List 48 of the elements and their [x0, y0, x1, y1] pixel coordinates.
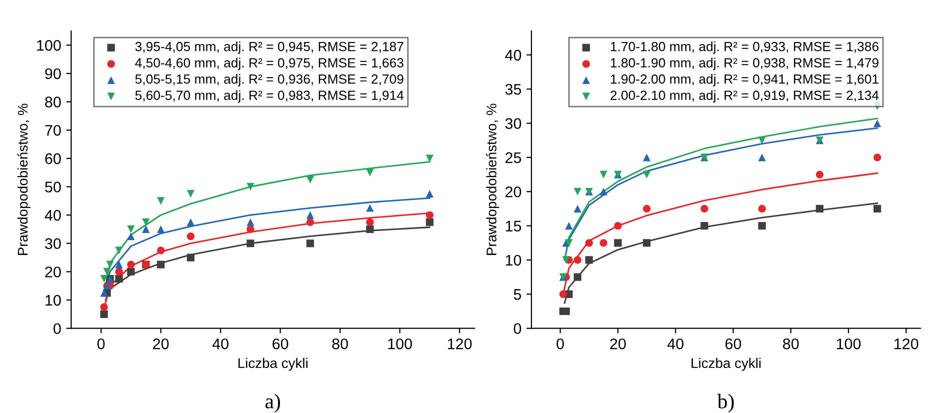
y-tick-label: 0: [54, 323, 61, 334]
y-tick-label: 20: [45, 266, 61, 278]
y-tick-label: 25: [505, 152, 522, 164]
y-tick-label: 70: [45, 124, 61, 136]
y-tick-label: 30: [45, 238, 61, 250]
text: b): [717, 394, 734, 413]
x-tick-label: 20: [610, 338, 626, 350]
y-tick-label: 30: [505, 118, 522, 129]
y-tick-label: 15: [506, 220, 522, 232]
legend-label: 3,95-4,05 mm, adj. R² = 0,945, RMSE = 2,187: [135, 42, 404, 54]
y-tick-label: 50: [45, 182, 61, 192]
x-tick-label: 100: [836, 338, 861, 350]
legend-label: 1.80-1.90 mm, adj. R² = 0,938, RMSE = 1,479: [610, 58, 878, 70]
y-tick-label: 40: [44, 210, 61, 221]
x-tick-label: 40: [667, 338, 684, 350]
x-axis-title: Liczba cykli: [238, 358, 308, 371]
y-axis-title: Prawdopodobieństwo, %: [17, 104, 30, 255]
text: a): [265, 394, 280, 413]
y-tick-label: 80: [45, 96, 61, 108]
y-tick-label: 60: [45, 153, 61, 164]
y-tick-label: 35: [505, 84, 522, 95]
y-tick-label: 10: [506, 254, 522, 266]
legend-label: 1.90-2.00 mm, adj. R² = 0,941, RMSE = 1,601: [610, 74, 878, 86]
y-tick-label: 100: [37, 40, 61, 51]
x-tick-label: 20: [153, 338, 169, 350]
x-tick-label: 80: [783, 338, 799, 350]
x-axis-title: Liczba cykli: [692, 358, 761, 371]
x-tick-label: 60: [725, 338, 742, 350]
y-axis-title: Prawdopodobieństwo, %: [486, 104, 500, 255]
y-tick-label: 5: [514, 289, 522, 300]
x-tick-label: 120: [448, 338, 472, 350]
y-tick-label: 0: [514, 323, 522, 334]
y-tick-label: 20: [505, 186, 522, 198]
x-tick-label: 100: [388, 338, 412, 350]
x-tick-label: 120: [894, 338, 918, 350]
y-tick-label: 40: [505, 50, 522, 61]
legend-label: 4,50-4,60 mm, adj. R² = 0,975, RMSE = 1,663: [135, 58, 404, 70]
legend-label: 1.70-1.80 mm, adj. R² = 0,933, RMSE = 1,386: [610, 42, 878, 54]
x-tick-label: 40: [212, 338, 228, 350]
x-tick-label: 0: [97, 338, 105, 350]
x-tick-label: 80: [332, 338, 348, 350]
y-tick-label: 10: [46, 294, 61, 306]
x-tick-label: 60: [272, 338, 288, 350]
legend-label: 5,60-5,70 mm, adj. R² = 0,983, RMSE = 1,914: [135, 90, 404, 103]
y-tick-label: 90: [45, 68, 61, 80]
legend-label: 5,05-5,15 mm, adj. R² = 0,936, RMSE = 2,709: [135, 74, 404, 86]
x-tick-label: 0: [556, 338, 564, 350]
legend-label: 2.00-2.10 mm, adj. R² = 0,919, RMSE = 2,134: [610, 90, 879, 103]
